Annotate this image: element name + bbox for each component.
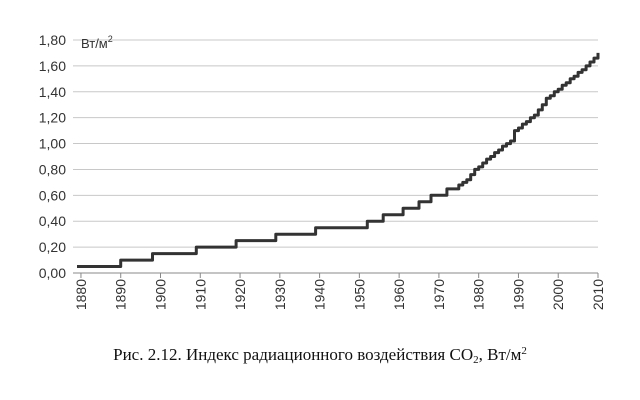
y-tick-label: 1,80 (39, 32, 66, 48)
x-tick-label: 1890 (113, 279, 129, 310)
y-tick-label: 0,00 (39, 265, 66, 281)
x-tick-label: 1920 (232, 279, 248, 310)
y-tick-label: 1,00 (39, 136, 66, 152)
caption-prefix: Рис. 2.12. Индекс радиационного воздейст… (113, 345, 474, 364)
y-tick-label: 0,20 (39, 239, 66, 255)
x-tick-label: 1900 (153, 279, 169, 310)
x-tick-label: 1980 (471, 279, 487, 310)
y-tick-label: 1,40 (39, 84, 66, 100)
x-tick-label: 1880 (73, 279, 89, 310)
series-line (77, 52, 600, 268)
x-tick-label: 1930 (272, 279, 288, 310)
x-tick-label: 1960 (391, 279, 407, 310)
figure-caption: Рис. 2.12. Индекс радиационного воздейст… (0, 345, 640, 366)
x-tick-label: 1950 (351, 279, 367, 310)
x-tick-label: 2000 (550, 279, 566, 310)
caption-subscript: 2 (473, 354, 479, 366)
y-unit-label: Вт/м2 (81, 34, 113, 51)
caption-superscript: 2 (521, 345, 527, 357)
caption-middle: , Вт/м (478, 345, 522, 364)
y-tick-label: 1,60 (39, 58, 66, 74)
chart-plot: 0,00 0,20 0,40 0,60 0,80 1,00 1,20 1,40 1,60 1,80… (39, 32, 606, 310)
y-tick-label: 1,20 (39, 110, 66, 126)
x-tick-label: 2010 (590, 279, 606, 310)
y-unit-superscript: 2 (108, 34, 113, 44)
y-tick-label: 0,80 (39, 161, 66, 177)
x-tick-label: 1990 (510, 279, 526, 310)
x-tick-label: 1910 (192, 279, 208, 310)
y-tick-label: 0,60 (39, 187, 66, 203)
x-tick-label: 1940 (312, 279, 328, 310)
y-tick-label: 0,40 (39, 213, 66, 229)
x-tick-label: 1970 (431, 279, 447, 310)
